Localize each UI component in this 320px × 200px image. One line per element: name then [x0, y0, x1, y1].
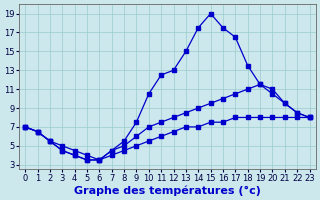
X-axis label: Graphe des températures (°c): Graphe des températures (°c): [74, 185, 261, 196]
